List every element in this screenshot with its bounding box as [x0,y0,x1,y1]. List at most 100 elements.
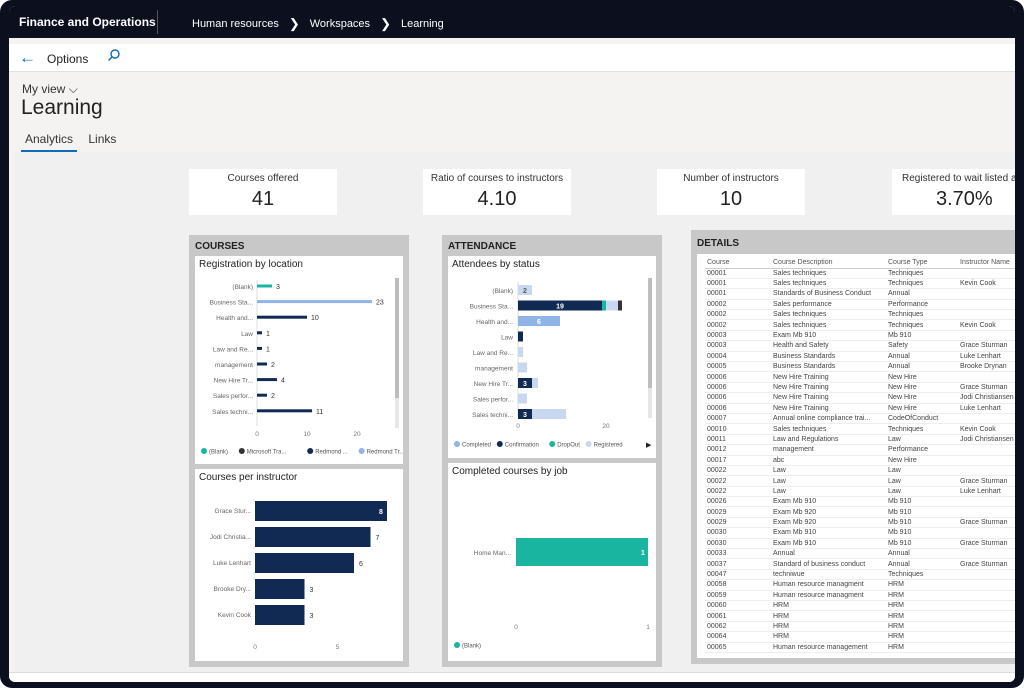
category-label: Home Man... [474,550,511,557]
table-cell: Kevin Cook [958,423,1015,435]
kpi-ratio[interactable]: Ratio of courses to instructors 4.10 [423,169,571,215]
legend-label: Confirmation [505,443,539,449]
table-row[interactable]: 00064 HRM HRM [705,631,1015,643]
category-label: Sales perfor... [213,393,253,400]
table-row[interactable]: 00006 New Hire Training New Hire Luke Lenha… [705,403,1015,414]
courses-per-instructor-chart[interactable]: Courses per instructor Grace Stur... 8 Jod… [195,469,403,661]
table-cell: Law [771,475,886,487]
table-row[interactable]: 00002 Sales techniques Techniques [705,309,1015,321]
table-cell [958,621,1015,633]
table-cell: Annual [886,351,958,363]
bar-segment [518,316,560,326]
table-cell [958,642,1015,653]
table-row[interactable]: 00033 Annual Annual [705,548,1015,560]
table-cell: New Hire [886,371,958,383]
legend-label: Completed [462,443,491,449]
table-row[interactable]: 00001 Sales techniques Techniques Kevin Coo… [705,278,1015,290]
kpi-value: 4.10 [477,188,517,210]
options-button[interactable]: Options [47,52,89,66]
category-label: Law [241,331,253,338]
completed-by-job-chart[interactable]: Completed courses by job Home Man... 1 0 1 (… [448,463,656,661]
table-cell: 00065 [705,642,771,653]
category-label: Kevin Cook [218,612,252,619]
tick-label: 0 [255,431,259,438]
table-row[interactable]: 00061 HRM HRM [705,610,1015,622]
table-row[interactable]: 00005 Business Standards Annual Brooke Dryn… [705,361,1015,373]
table-cell [958,548,1015,560]
view-selector[interactable]: My view ⌵ [22,82,78,97]
bar-segment [532,409,566,419]
attendees-by-status-chart[interactable]: Attendees by status (Blank) Business Sta.… [448,256,656,458]
table-row[interactable]: 00060 HRM HRM [705,600,1015,612]
data-label: 3 [523,381,527,388]
column-header[interactable]: Course Description [771,258,886,269]
table-row[interactable]: 00022 Law Law Luke Lenhart [705,486,1015,498]
column-header[interactable]: Course Type [886,258,958,269]
table-row[interactable]: 00062 HRM HRM [705,621,1015,633]
table-row[interactable]: 00011 Law and Regulations Law Jodi Christia… [705,434,1015,446]
bottom-scrollbar[interactable] [9,672,1015,682]
table-row[interactable]: 00026 Exam Mb 910 Mb 910 [705,496,1015,508]
column-header[interactable]: Instructor Name [958,258,1015,269]
table-row[interactable]: 00012 management Performance [705,444,1015,456]
table-cell: Brooke Drynan [958,361,1015,373]
action-pane: ← Options [9,44,1015,72]
table-row[interactable]: 00037 Standard of business conduct Annual G… [705,558,1015,570]
table-row[interactable]: 00010 Sales techniques Techniques Kevin Coo… [705,423,1015,435]
search-icon[interactable] [107,48,121,65]
table-cell [958,600,1015,612]
table-row[interactable]: 00030 Exam Mb 910 Mb 910 [705,527,1015,539]
column-header[interactable]: Course [705,258,771,269]
table-row[interactable]: 00003 Exam Mb 910 Mb 910 [705,330,1015,342]
kpi-waitlist[interactable]: Registered to wait listed attendees 3.70… [892,169,1015,215]
back-arrow-icon[interactable]: ← [19,48,36,67]
breadcrumb-item[interactable]: Human resources [192,18,279,30]
legend-next-icon: ▶ [646,442,652,449]
table-row[interactable]: 00006 New Hire Training New Hire [705,371,1015,383]
table-row[interactable]: 00029 Exam Mb 920 Mb 910 Grace Sturman [705,517,1015,529]
tab-links[interactable]: Links [88,132,117,146]
data-label: 2 [523,288,527,295]
table-row[interactable]: 00047 techniwue Techniques [705,569,1015,581]
kpi-courses-offered[interactable]: Courses offered 41 [189,169,337,215]
category-label: Law and Re... [213,346,253,353]
table-row[interactable]: 00004 Business Standards Annual Luke Lenhar… [705,351,1015,363]
tab-analytics[interactable]: Analytics [21,132,78,152]
table-cell: Annual online compliance trai... [771,413,886,425]
bar [255,605,305,625]
table-row[interactable]: 00007 Annual online compliance trai... Cod… [705,413,1015,425]
category-label: Health and... [476,319,513,326]
breadcrumb-item[interactable]: Workspaces [309,18,371,30]
table-cell: Techniques [886,319,958,331]
table-row[interactable]: 00029 Exam Mb 920 Mb 910 [705,506,1015,518]
app-name[interactable]: Finance and Operations [19,15,156,29]
table-cell: 00003 [705,330,771,342]
table-cell: New Hire [886,392,958,404]
table-cell: 00059 [705,590,771,602]
chart-svg: Home Man... 1 0 1 (Blank) [454,538,650,650]
table-row[interactable]: 00022 Law Law [705,465,1015,477]
table-row[interactable]: 00002 Sales techniques Techniques Kevin Coo… [705,319,1015,331]
registration-by-location-chart[interactable]: Registration by location (Blank) 3 Busines… [195,256,403,464]
table-row[interactable]: 00006 New Hire Training New Hire Grace Stur… [705,382,1015,394]
tick-label: 0 [516,423,520,430]
table-cell [958,444,1015,456]
kpi-instructors[interactable]: Number of instructors 10 [657,169,805,215]
table-cell: Grace Sturman [958,475,1015,487]
table-cell: 00001 [705,278,771,290]
breadcrumb-item[interactable]: Learning [400,18,444,30]
table-cell: Mb 910 [886,527,958,539]
table-cell: 00030 [705,527,771,539]
table-row[interactable]: 00001 Sales techniques Techniques [705,268,1015,279]
table-row[interactable]: 00002 Sales performance Performance [705,299,1015,311]
table-row[interactable]: 00001 Standards of Business Conduct Annual [705,288,1015,300]
table-row[interactable]: 00059 Human resource managment HRM [705,590,1015,602]
table-cell: 00007 [705,413,771,425]
table-row[interactable]: 00003 Health and Safety Safety Grace Sturma… [705,340,1015,352]
table-row[interactable]: 00065 Human resource management HRM [705,642,1015,653]
table-row[interactable]: 00017 abc New Hire [705,455,1015,466]
table-row[interactable]: 00030 Exam Mb 910 Mb 910 Grace Sturman [705,538,1015,550]
table-row[interactable]: 00006 New Hire Training New Hire Jodi Chris… [705,392,1015,404]
table-row[interactable]: 00022 Law Law Grace Sturman [705,475,1015,487]
table-row[interactable]: 00058 Human resource managment HRM [705,579,1015,591]
